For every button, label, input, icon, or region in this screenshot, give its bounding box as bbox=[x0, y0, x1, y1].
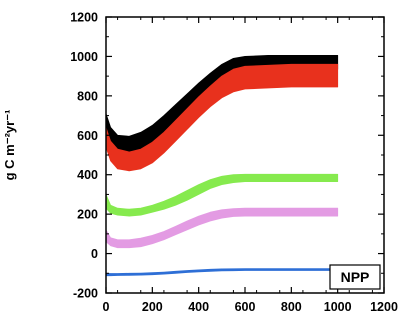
x-axis: 0 200 400 600 800 1000 1200 bbox=[103, 17, 398, 314]
y-tick-label: 400 bbox=[77, 168, 98, 182]
y-tick-label: 800 bbox=[77, 89, 98, 103]
chart-bands bbox=[105, 55, 339, 277]
x-tick-label: 800 bbox=[281, 300, 302, 314]
band-4 bbox=[105, 268, 339, 277]
panel-label-box: NPP bbox=[329, 264, 381, 290]
x-tick-label: 400 bbox=[188, 300, 209, 314]
x-tick-label: 200 bbox=[142, 300, 163, 314]
y-tick-label: -200 bbox=[73, 287, 98, 301]
y-tick-label: 600 bbox=[77, 129, 98, 143]
panel-label: NPP bbox=[341, 269, 370, 285]
y-axis: -200 0 200 400 600 800 1000 1200 bbox=[70, 11, 384, 301]
band-3 bbox=[105, 207, 339, 249]
x-tick-label: 0 bbox=[103, 300, 110, 314]
y-axis-label: g C m⁻²yr⁻¹ bbox=[2, 110, 17, 181]
y-tick-label: 1200 bbox=[70, 11, 98, 25]
x-tick-label: 1200 bbox=[370, 300, 398, 314]
y-tick-label: 1000 bbox=[70, 50, 98, 64]
x-tick-label: 600 bbox=[235, 300, 256, 314]
band-1 bbox=[105, 63, 339, 172]
y-tick-label: 200 bbox=[77, 208, 98, 222]
y-tick-label: 0 bbox=[91, 247, 98, 261]
x-tick-label: 1000 bbox=[324, 300, 352, 314]
band-2 bbox=[105, 173, 339, 217]
